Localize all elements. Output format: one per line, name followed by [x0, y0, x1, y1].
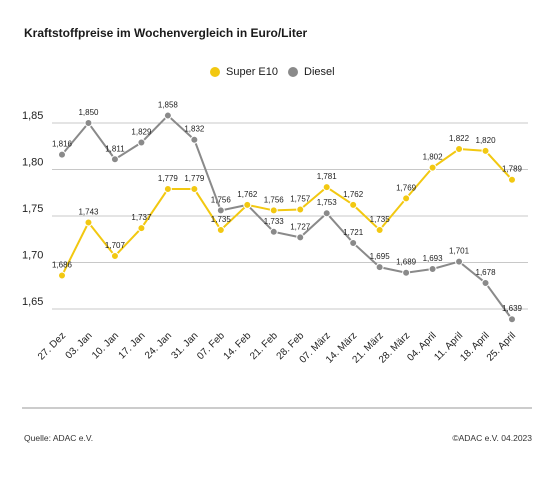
- legend-label-diesel: Diesel: [304, 66, 335, 78]
- x-tick-label: 27. Dez: [36, 330, 68, 362]
- data-label-super: 1,781: [317, 172, 338, 181]
- x-tick-label: 10. Jan: [90, 330, 121, 361]
- data-point-super: [269, 206, 278, 215]
- y-tick-label: 1,75: [22, 203, 43, 215]
- y-tick-label: 1,65: [22, 296, 43, 308]
- legend-label-super: Super E10: [226, 66, 278, 78]
- data-point-diesel: [428, 265, 437, 274]
- data-point-super: [428, 163, 437, 172]
- data-label-super: 1,820: [476, 136, 497, 145]
- data-point-diesel: [137, 138, 146, 147]
- data-label-super: 1,757: [290, 194, 311, 203]
- data-label-diesel: 1,850: [78, 108, 99, 117]
- data-label-super: 1,769: [396, 183, 417, 192]
- data-label-super: 1,737: [131, 213, 152, 222]
- data-point-super: [58, 271, 66, 280]
- data-label-diesel: 1,721: [343, 228, 364, 237]
- data-point-super: [84, 218, 93, 227]
- data-point-super: [190, 185, 199, 194]
- data-label-diesel: 1,762: [237, 190, 258, 199]
- legend-item-diesel: Diesel: [288, 66, 335, 78]
- y-tick-label: 1,85: [22, 110, 43, 122]
- data-point-diesel: [110, 155, 119, 164]
- data-point-diesel: [58, 150, 66, 159]
- data-label-super: 1,735: [370, 215, 391, 224]
- data-point-super: [349, 200, 358, 209]
- data-point-diesel: [402, 268, 411, 277]
- y-tick-label: 1,70: [22, 250, 43, 262]
- data-point-diesel: [163, 111, 172, 120]
- data-label-diesel: 1,829: [131, 128, 152, 137]
- data-point-super: [455, 145, 464, 154]
- data-label-diesel: 1,678: [476, 268, 497, 277]
- data-point-super: [322, 183, 331, 192]
- data-label-super: 1,686: [52, 261, 73, 270]
- data-point-super: [508, 175, 516, 184]
- data-point-super: [481, 146, 490, 155]
- y-tick-label: 1,80: [22, 157, 43, 169]
- chart-title: Kraftstoffpreise im Wochenvergleich in E…: [24, 26, 308, 40]
- data-point-super: [137, 224, 146, 233]
- data-label-diesel: 1,733: [264, 217, 285, 226]
- data-point-super: [375, 225, 384, 234]
- data-label-diesel: 1,639: [502, 304, 523, 313]
- data-label-diesel: 1,756: [211, 195, 232, 204]
- data-point-diesel: [216, 206, 225, 215]
- x-tick-label: 25. April: [485, 330, 518, 363]
- data-point-super: [402, 194, 411, 203]
- data-point-diesel: [375, 263, 384, 272]
- data-label-super: 1,779: [184, 174, 205, 183]
- data-label-super: 1,743: [78, 208, 99, 217]
- data-point-diesel: [508, 315, 516, 324]
- data-point-diesel: [84, 119, 93, 127]
- data-point-super: [110, 251, 119, 260]
- data-label-diesel: 1,727: [290, 222, 311, 231]
- data-label-diesel: 1,701: [449, 247, 470, 256]
- data-point-super: [296, 205, 305, 214]
- data-label-diesel: 1,811: [105, 144, 125, 153]
- data-label-diesel: 1,816: [52, 140, 73, 149]
- x-tick-label: 21. Feb: [248, 330, 280, 362]
- data-point-diesel: [269, 227, 278, 236]
- data-label-diesel: 1,695: [370, 252, 391, 261]
- data-label-diesel: 1,858: [158, 101, 179, 110]
- source-note: Quelle: ADAC e.V.: [24, 433, 94, 443]
- data-label-super: 1,822: [449, 134, 470, 143]
- legend: Super E10 Diesel: [0, 66, 556, 82]
- data-label-super: 1,802: [423, 153, 444, 162]
- data-label-diesel: 1,689: [396, 258, 417, 267]
- series-line-super: [61, 148, 513, 276]
- series-line-diesel: [61, 114, 513, 320]
- data-label-super: 1,779: [158, 174, 179, 183]
- legend-swatch-super: [210, 67, 220, 77]
- data-point-super: [243, 200, 252, 209]
- x-tick-label: 04. April: [405, 330, 438, 363]
- legend-item-super: Super E10: [210, 66, 278, 78]
- data-label-super: 1,756: [264, 195, 285, 204]
- x-tick-label: 03. Jan: [64, 330, 95, 361]
- data-point-diesel: [349, 238, 358, 247]
- data-point-diesel: [455, 257, 464, 266]
- data-point-diesel: [322, 209, 331, 218]
- data-label-super: 1,762: [343, 190, 364, 199]
- data-label-diesel: 1,693: [423, 254, 444, 263]
- data-point-super: [216, 225, 225, 234]
- x-tick-label: 17. Jan: [117, 330, 148, 361]
- data-point-super: [163, 185, 172, 194]
- data-point-diesel: [190, 135, 199, 144]
- x-tick-label: 14. Feb: [222, 330, 254, 362]
- data-point-diesel: [296, 233, 305, 242]
- x-tick-label: 31. Jan: [169, 330, 200, 361]
- copyright-note: ©ADAC e.V. 04.2023: [452, 433, 532, 443]
- x-tick-label: 24. Jan: [143, 330, 174, 361]
- legend-swatch-diesel: [288, 67, 298, 77]
- x-tick-label: 07. Feb: [195, 330, 227, 362]
- data-label-super: 1,707: [105, 241, 126, 250]
- data-label-diesel: 1,753: [317, 198, 338, 207]
- data-label-diesel: 1,832: [184, 125, 205, 134]
- data-label-super: 1,735: [211, 215, 232, 224]
- data-point-diesel: [481, 278, 490, 287]
- data-label-super: 1,789: [502, 165, 523, 174]
